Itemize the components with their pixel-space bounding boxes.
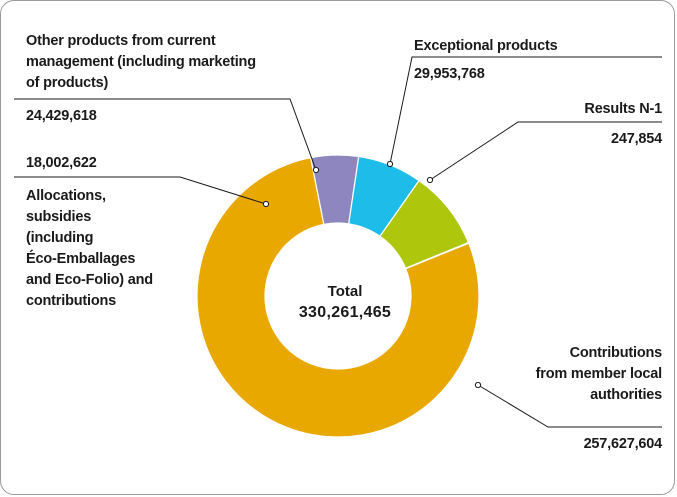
leader-other-products (14, 98, 317, 171)
value-exceptional-products: 29,953,768 (414, 66, 485, 82)
leader-exceptional-products (389, 56, 662, 165)
label-contributions: Contributions from member local authorit… (535, 345, 663, 403)
value-results-n1: 247,854 (610, 131, 662, 147)
slice-results-n1 (404, 241, 470, 270)
total-value: 330,261,465 (298, 304, 392, 321)
leader-results-n1-dot (426, 176, 434, 184)
leader-contributions-dot (474, 381, 482, 389)
slice-contributions (196, 156, 480, 438)
leader-contributions (477, 384, 662, 428)
leader-results-n1 (429, 121, 662, 181)
value-other-products: 24,429,618 (26, 108, 97, 124)
value-contributions: 257,627,604 (583, 436, 663, 452)
donut-slices (196, 154, 480, 438)
label-results-n1: Results N-1 (584, 101, 662, 117)
leader-allocations (14, 176, 267, 205)
leader-lines (14, 56, 662, 428)
leader-other-products-dot (312, 166, 320, 174)
leader-exceptional-products-dot (386, 160, 394, 168)
label-exceptional-products: Exceptional products (414, 38, 558, 54)
label-other-products: Other products from current management (… (26, 33, 256, 91)
donut-center-total: Total 330,261,465 (280, 282, 410, 324)
total-label: Total (327, 283, 363, 300)
leader-allocations-dot (262, 200, 270, 208)
label-allocations: Allocations, subsidies (including Éco-Em… (26, 188, 153, 309)
value-allocations: 18,002,622 (26, 155, 97, 171)
